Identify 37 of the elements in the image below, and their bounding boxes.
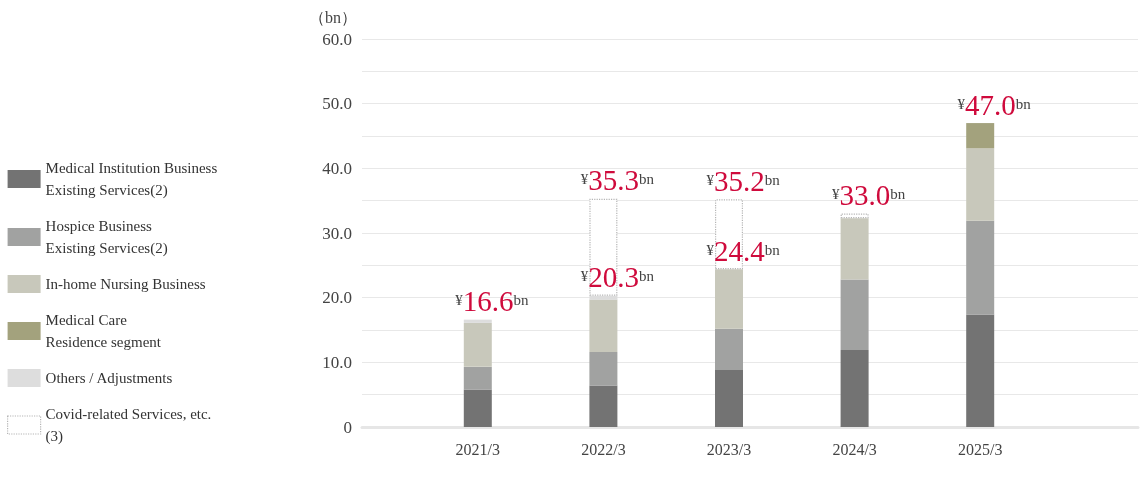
bar <box>715 269 743 329</box>
bar <box>589 385 618 427</box>
legend-label: In-home Nursing Business <box>45 276 206 292</box>
bar <box>715 328 743 371</box>
y-tick-label: 10.0 <box>322 352 352 372</box>
legend-label: Covid-related Services, etc. (3) <box>45 406 212 445</box>
bar <box>966 220 995 315</box>
y-tick-label: 40.0 <box>322 158 352 178</box>
legend-label: Medical Care Residence segment <box>45 312 162 350</box>
bar <box>840 213 869 219</box>
bar <box>840 350 869 427</box>
x-tick-label: 2024/3 <box>832 440 877 458</box>
bar <box>589 299 618 352</box>
bar <box>966 148 995 221</box>
y-tick-label: 60.0 <box>322 29 352 49</box>
y-tick-label: 50.0 <box>322 94 352 114</box>
x-tick-label: 2025/3 <box>957 440 1003 458</box>
x-tick-label: 2022/3 <box>581 440 626 458</box>
bar <box>463 322 492 367</box>
y-tick-label: 30.0 <box>322 223 352 243</box>
bar <box>463 366 492 390</box>
legend-label: Hospice Business Existing Services(2) <box>45 218 168 257</box>
legend-label: Others / Adjustments <box>45 370 173 386</box>
bar <box>966 314 995 427</box>
bar <box>966 123 995 149</box>
bar <box>715 370 743 427</box>
y-tick-label: 0 <box>343 417 352 437</box>
bar <box>463 319 492 323</box>
legend-label: Medical Institution Business Existing Services(2) <box>45 160 218 199</box>
y-tick-label: 20.0 <box>322 288 352 308</box>
bar <box>463 389 492 427</box>
y-axis-title: （bn） <box>309 8 357 26</box>
x-tick-label: 2023/3 <box>706 440 752 458</box>
bar <box>589 351 618 386</box>
bar <box>840 279 869 351</box>
bar <box>840 218 869 280</box>
x-tick-label: 2021/3 <box>455 440 501 458</box>
